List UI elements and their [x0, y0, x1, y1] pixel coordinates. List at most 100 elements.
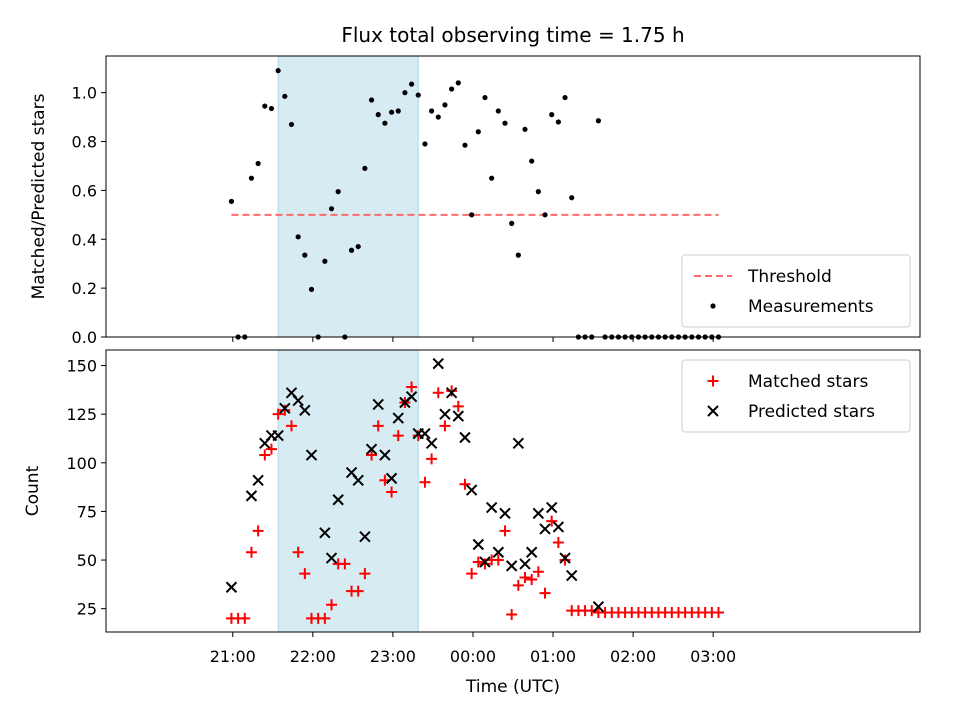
data-point-top-0-36: [469, 212, 475, 218]
y-tick-label-bottom-2: 75: [77, 502, 97, 521]
y-tick-label-bottom-0: 25: [77, 600, 97, 619]
data-point-top-0-38: [482, 94, 488, 101]
data-point-top-0-25: [395, 108, 401, 114]
data-point-bottom-1-17: [365, 443, 378, 455]
data-point-bottom-1-47: [566, 569, 578, 582]
data-point-bottom-1-0: [225, 581, 238, 593]
data-point-bottom-0-30: [426, 453, 438, 465]
data-point-top-0-9: [288, 121, 295, 128]
data-point-top-0-50: [562, 94, 568, 101]
data-point-bottom-1-45: [552, 521, 565, 533]
data-point-bottom-0-5: [259, 449, 271, 461]
data-point-top-0-35: [462, 142, 468, 148]
data-point-bottom-0-10: [292, 546, 304, 558]
data-point-top-0-23: [382, 120, 388, 126]
data-point-bottom-0-8: [279, 404, 291, 416]
data-point-top-0-42: [509, 220, 515, 226]
data-point-bottom-1-20: [385, 472, 398, 485]
data-point-top-0-21: [368, 97, 375, 103]
legend-box-top: [681, 254, 911, 328]
data-point-bottom-0-45: [526, 573, 538, 585]
data-point-top-0-44: [522, 126, 528, 132]
data-point-bottom-0-38: [479, 558, 491, 570]
y-tick-label-top-3: 0.6: [72, 181, 97, 200]
data-point-top-0-16: [335, 189, 341, 195]
data-point-top-0-19: [355, 243, 361, 250]
data-point-bottom-0-73: [713, 607, 725, 619]
data-point-bottom-1-42: [532, 507, 545, 520]
data-point-top-0-11: [302, 252, 308, 258]
data-point-bottom-1-33: [472, 538, 485, 551]
data-point-top-0-28: [415, 92, 421, 98]
data-point-top-0-49: [555, 119, 561, 125]
legend-swatch-top-1: [710, 303, 716, 309]
data-point-top-0-14: [322, 258, 328, 264]
axes-frame-top: [105, 55, 921, 338]
data-point-bottom-1-11: [319, 527, 331, 539]
axes-frame-bottom: [105, 349, 921, 633]
data-point-top-0-29: [422, 141, 428, 147]
data-point-top-0-30: [429, 108, 435, 114]
chart-title: Flux total observing time = 1.75 h: [341, 23, 684, 47]
data-point-bottom-0-41: [499, 525, 511, 537]
x-tick-label-1: 22:00: [290, 647, 336, 666]
y-tick-label-top-1: 0.2: [72, 279, 97, 298]
data-point-bottom-0-4: [252, 525, 264, 537]
data-point-bottom-0-37: [472, 556, 484, 568]
data-point-bottom-1-8: [292, 394, 304, 407]
data-point-top-0-15: [328, 206, 335, 212]
data-point-top-0-12: [308, 286, 315, 292]
data-point-bottom-0-46: [532, 566, 544, 578]
data-point-bottom-1-15: [352, 474, 364, 487]
data-point-top-0-26: [402, 90, 408, 96]
series-predicted-stars: [225, 357, 605, 613]
data-point-bottom-0-19: [352, 585, 364, 597]
legend-label-bottom-0: Matched stars: [748, 372, 868, 392]
data-point-bottom-1-40: [519, 558, 531, 570]
data-point-bottom-1-5: [272, 429, 284, 442]
data-point-bottom-1-10: [305, 449, 318, 461]
data-point-bottom-0-15: [326, 599, 338, 611]
data-point-bottom-0-21: [366, 449, 378, 461]
y-tick-label-top-2: 0.4: [72, 230, 97, 249]
data-point-bottom-1-29: [445, 387, 458, 399]
data-point-top-0-46: [535, 189, 541, 195]
data-point-bottom-0-27: [406, 381, 418, 393]
data-point-top-0-31: [435, 114, 441, 120]
data-point-bottom-1-26: [425, 437, 438, 450]
legend-label-top-0: Threshold: [747, 267, 832, 287]
data-point-bottom-1-48: [592, 601, 605, 613]
data-point-bottom-1-18: [372, 398, 384, 411]
data-point-bottom-1-46: [559, 552, 571, 564]
data-point-top-0-40: [495, 108, 501, 114]
data-point-bottom-0-6: [265, 443, 277, 455]
y-tick-label-top-5: 1.0: [72, 84, 97, 103]
y-tick-label-bottom-3: 100: [66, 454, 97, 473]
x-tick-label-6: 03:00: [690, 647, 736, 666]
data-point-top-0-3: [248, 175, 255, 181]
data-point-bottom-0-29: [419, 476, 431, 488]
y-axis-label-bottom: Count: [23, 465, 43, 516]
data-point-bottom-0-22: [372, 420, 384, 432]
data-point-bottom-1-36: [492, 546, 505, 558]
data-point-bottom-1-12: [325, 552, 338, 564]
data-point-top-0-45: [529, 158, 535, 164]
data-point-bottom-1-43: [539, 523, 551, 535]
data-point-bottom-0-40: [492, 554, 504, 566]
data-point-bottom-1-25: [419, 427, 431, 440]
data-point-top-0-0: [228, 198, 235, 204]
data-point-bottom-1-39: [512, 437, 525, 450]
highlight-span-bottom: [277, 349, 419, 633]
data-point-bottom-1-1: [245, 490, 258, 502]
data-point-bottom-0-3: [245, 546, 257, 558]
data-point-bottom-1-44: [545, 501, 558, 514]
data-point-top-0-47: [542, 212, 548, 218]
highlight-span-top: [277, 55, 419, 338]
data-point-bottom-0-47: [539, 587, 551, 599]
data-point-bottom-1-13: [332, 494, 344, 506]
data-point-top-0-33: [449, 86, 455, 92]
data-point-bottom-0-33: [446, 385, 458, 397]
legend-swatch-bottom-1: [707, 405, 719, 417]
data-point-bottom-0-34: [452, 400, 464, 412]
